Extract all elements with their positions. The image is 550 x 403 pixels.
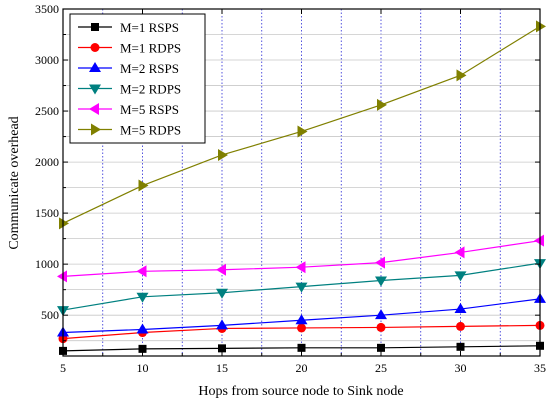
- data-point: [536, 20, 546, 33]
- data-point: [297, 343, 306, 352]
- data-point: [216, 263, 226, 276]
- data-point: [454, 271, 467, 282]
- y-tick-label: 3000: [35, 53, 59, 67]
- axis-ticks: [62, 8, 541, 356]
- legend-marker: [89, 84, 101, 95]
- data-point: [57, 270, 67, 283]
- x-tick-label: 30: [455, 361, 467, 375]
- data-point: [295, 282, 308, 293]
- legend-label: M=1 RDPS: [120, 41, 181, 56]
- legend-marker: [91, 123, 101, 136]
- data-point: [454, 246, 465, 259]
- x-tick-label: 15: [216, 361, 228, 375]
- data-point: [456, 69, 467, 82]
- data-point: [216, 288, 228, 299]
- legend-marker: [89, 103, 99, 115]
- y-tick-label: 2500: [35, 104, 59, 118]
- y-tick-label: 1500: [35, 206, 59, 220]
- y-tick-label: 3500: [35, 2, 59, 16]
- data-point: [136, 323, 149, 334]
- data-point: [375, 276, 387, 287]
- x-tick-label: 5: [60, 361, 66, 375]
- x-tick-label: 20: [296, 361, 308, 375]
- data-point: [218, 148, 228, 161]
- data-point: [136, 292, 149, 303]
- data-point: [534, 234, 544, 247]
- legend-marker: [89, 62, 101, 72]
- data-point: [59, 217, 69, 230]
- data-point: [136, 265, 147, 278]
- data-point: [376, 322, 386, 332]
- data-point: [218, 344, 226, 353]
- legend-box: [69, 13, 206, 144]
- y-axis-title: Communicate overhead: [7, 116, 22, 249]
- x-tick-label: 10: [137, 361, 149, 375]
- x-tick-label: 25: [375, 361, 387, 375]
- legend-label: M=2 RSPS: [120, 61, 179, 76]
- y-tick-label: 500: [41, 308, 59, 322]
- axis-tick-labels: 5 10 15 20 25 30 35 500 1000 1500 2000 2500 3000 3500: [35, 2, 546, 375]
- data-point: [295, 261, 306, 274]
- data-point: [456, 342, 465, 351]
- x-axis-title: Hops from source node to Sink node: [198, 384, 403, 399]
- x-tick-label: 35: [534, 361, 546, 375]
- legend-label: M=5 RDPS: [120, 123, 181, 138]
- data-point: [456, 321, 465, 331]
- data-point: [454, 303, 467, 314]
- data-point: [297, 125, 308, 138]
- legend-label: M=5 RSPS: [120, 102, 179, 117]
- data-point: [216, 319, 228, 330]
- data-point: [377, 98, 387, 111]
- legend-label: M=1 RSPS: [120, 20, 179, 35]
- legend-marker: [90, 43, 100, 52]
- y-tick-label: 2000: [35, 155, 59, 169]
- data-point: [377, 343, 385, 352]
- data-point: [295, 314, 308, 325]
- data-point: [297, 323, 306, 333]
- data-point: [138, 179, 149, 192]
- data-point: [138, 344, 147, 353]
- y-tick-label: 1000: [35, 257, 59, 271]
- legend-marker: [91, 23, 99, 31]
- data-point: [375, 309, 387, 320]
- legend: M=1 RSPS M=1 RDPS M=2 RSPS M=2 RDPS M=5 RSPS…: [69, 13, 206, 144]
- legend-label: M=2 RDPS: [120, 82, 181, 97]
- data-point: [375, 256, 385, 269]
